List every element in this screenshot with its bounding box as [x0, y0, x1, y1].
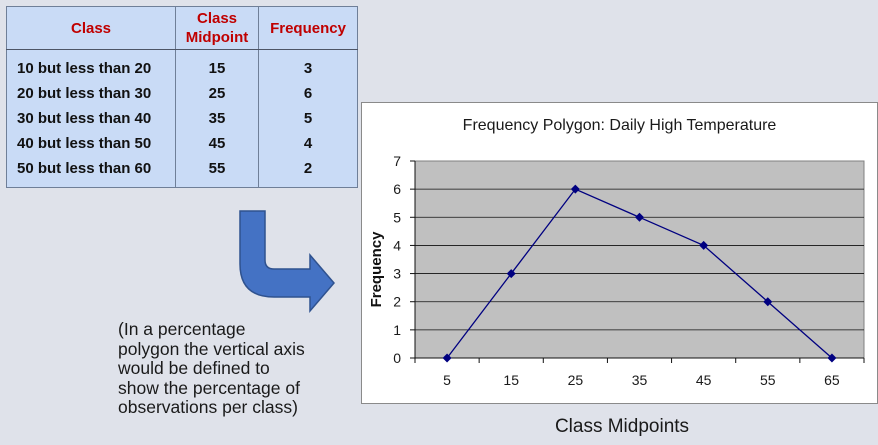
table-row: 30 but less than 40 35 5 [7, 106, 358, 131]
table-row: 40 but less than 50 45 4 [7, 130, 358, 156]
midpoint-cell: 35 [175, 106, 259, 131]
table-row: 20 but less than 30 25 6 [7, 81, 358, 107]
header-class: Class [6, 6, 176, 50]
midpoint-cell: 45 [175, 130, 259, 156]
y-tick-label: 3 [393, 266, 401, 282]
data-point [827, 353, 837, 363]
table-row: 50 but less than 60 55 2 [7, 155, 358, 188]
class-cell: 40 but less than 50 [17, 134, 152, 152]
plot-area [414, 160, 865, 359]
y-tick-label: 5 [393, 209, 401, 225]
class-cell: 20 but less than 30 [17, 85, 152, 103]
x-tick-label: 5 [443, 372, 451, 388]
x-tick-label: 65 [824, 372, 840, 388]
y-tick-label: 6 [393, 181, 401, 197]
frequency-cell: 3 [258, 49, 358, 82]
frequency-cell: 6 [258, 81, 358, 107]
y-tick-label: 1 [393, 322, 401, 338]
x-tick-label: 55 [760, 372, 776, 388]
y-axis-label: Frequency [368, 231, 385, 308]
y-tick-label: 4 [393, 237, 401, 253]
data-point [506, 269, 516, 279]
y-tick-label: 0 [393, 350, 401, 366]
x-axis-label: Class Midpoints [554, 416, 690, 437]
chart-title: Frequency Polygon: Daily High Temperatur… [462, 117, 777, 134]
frequency-table: Class Class Midpoint Frequency 10 but le… [6, 6, 358, 188]
table-header-row: Class Class Midpoint Frequency [6, 6, 358, 50]
class-cell: 10 but less than 20 [17, 60, 152, 78]
chart-panel: Frequency Polygon: Daily High Temperatur… [361, 102, 878, 404]
class-cell: 50 but less than 60 [17, 159, 152, 177]
x-tick-label: 25 [568, 372, 584, 388]
x-tick-label: 15 [503, 372, 519, 388]
frequency-cell: 4 [258, 130, 358, 156]
data-point [635, 212, 644, 222]
x-tick-label: 35 [632, 372, 648, 388]
midpoint-cell: 15 [175, 49, 259, 82]
y-tick-label: 2 [393, 294, 401, 310]
data-point [763, 297, 773, 307]
y-tick-label: 7 [393, 153, 401, 169]
x-tick-label: 45 [696, 372, 712, 388]
header-class-midpoint: Class Midpoint [175, 6, 259, 50]
frequency-cell: 5 [258, 106, 358, 131]
midpoint-cell: 25 [175, 81, 259, 107]
data-point [699, 240, 709, 250]
turn-right-arrow-icon [239, 210, 335, 314]
class-cell: 30 but less than 40 [17, 109, 152, 127]
data-point [442, 353, 452, 363]
header-frequency: Frequency [258, 6, 358, 50]
table-row: 10 but less than 20 15 3 [7, 49, 358, 82]
note-text: (In a percentage polygon the vertical ax… [118, 319, 305, 418]
data-point [570, 184, 580, 194]
midpoint-cell: 55 [175, 155, 259, 188]
frequency-cell: 2 [258, 155, 358, 188]
